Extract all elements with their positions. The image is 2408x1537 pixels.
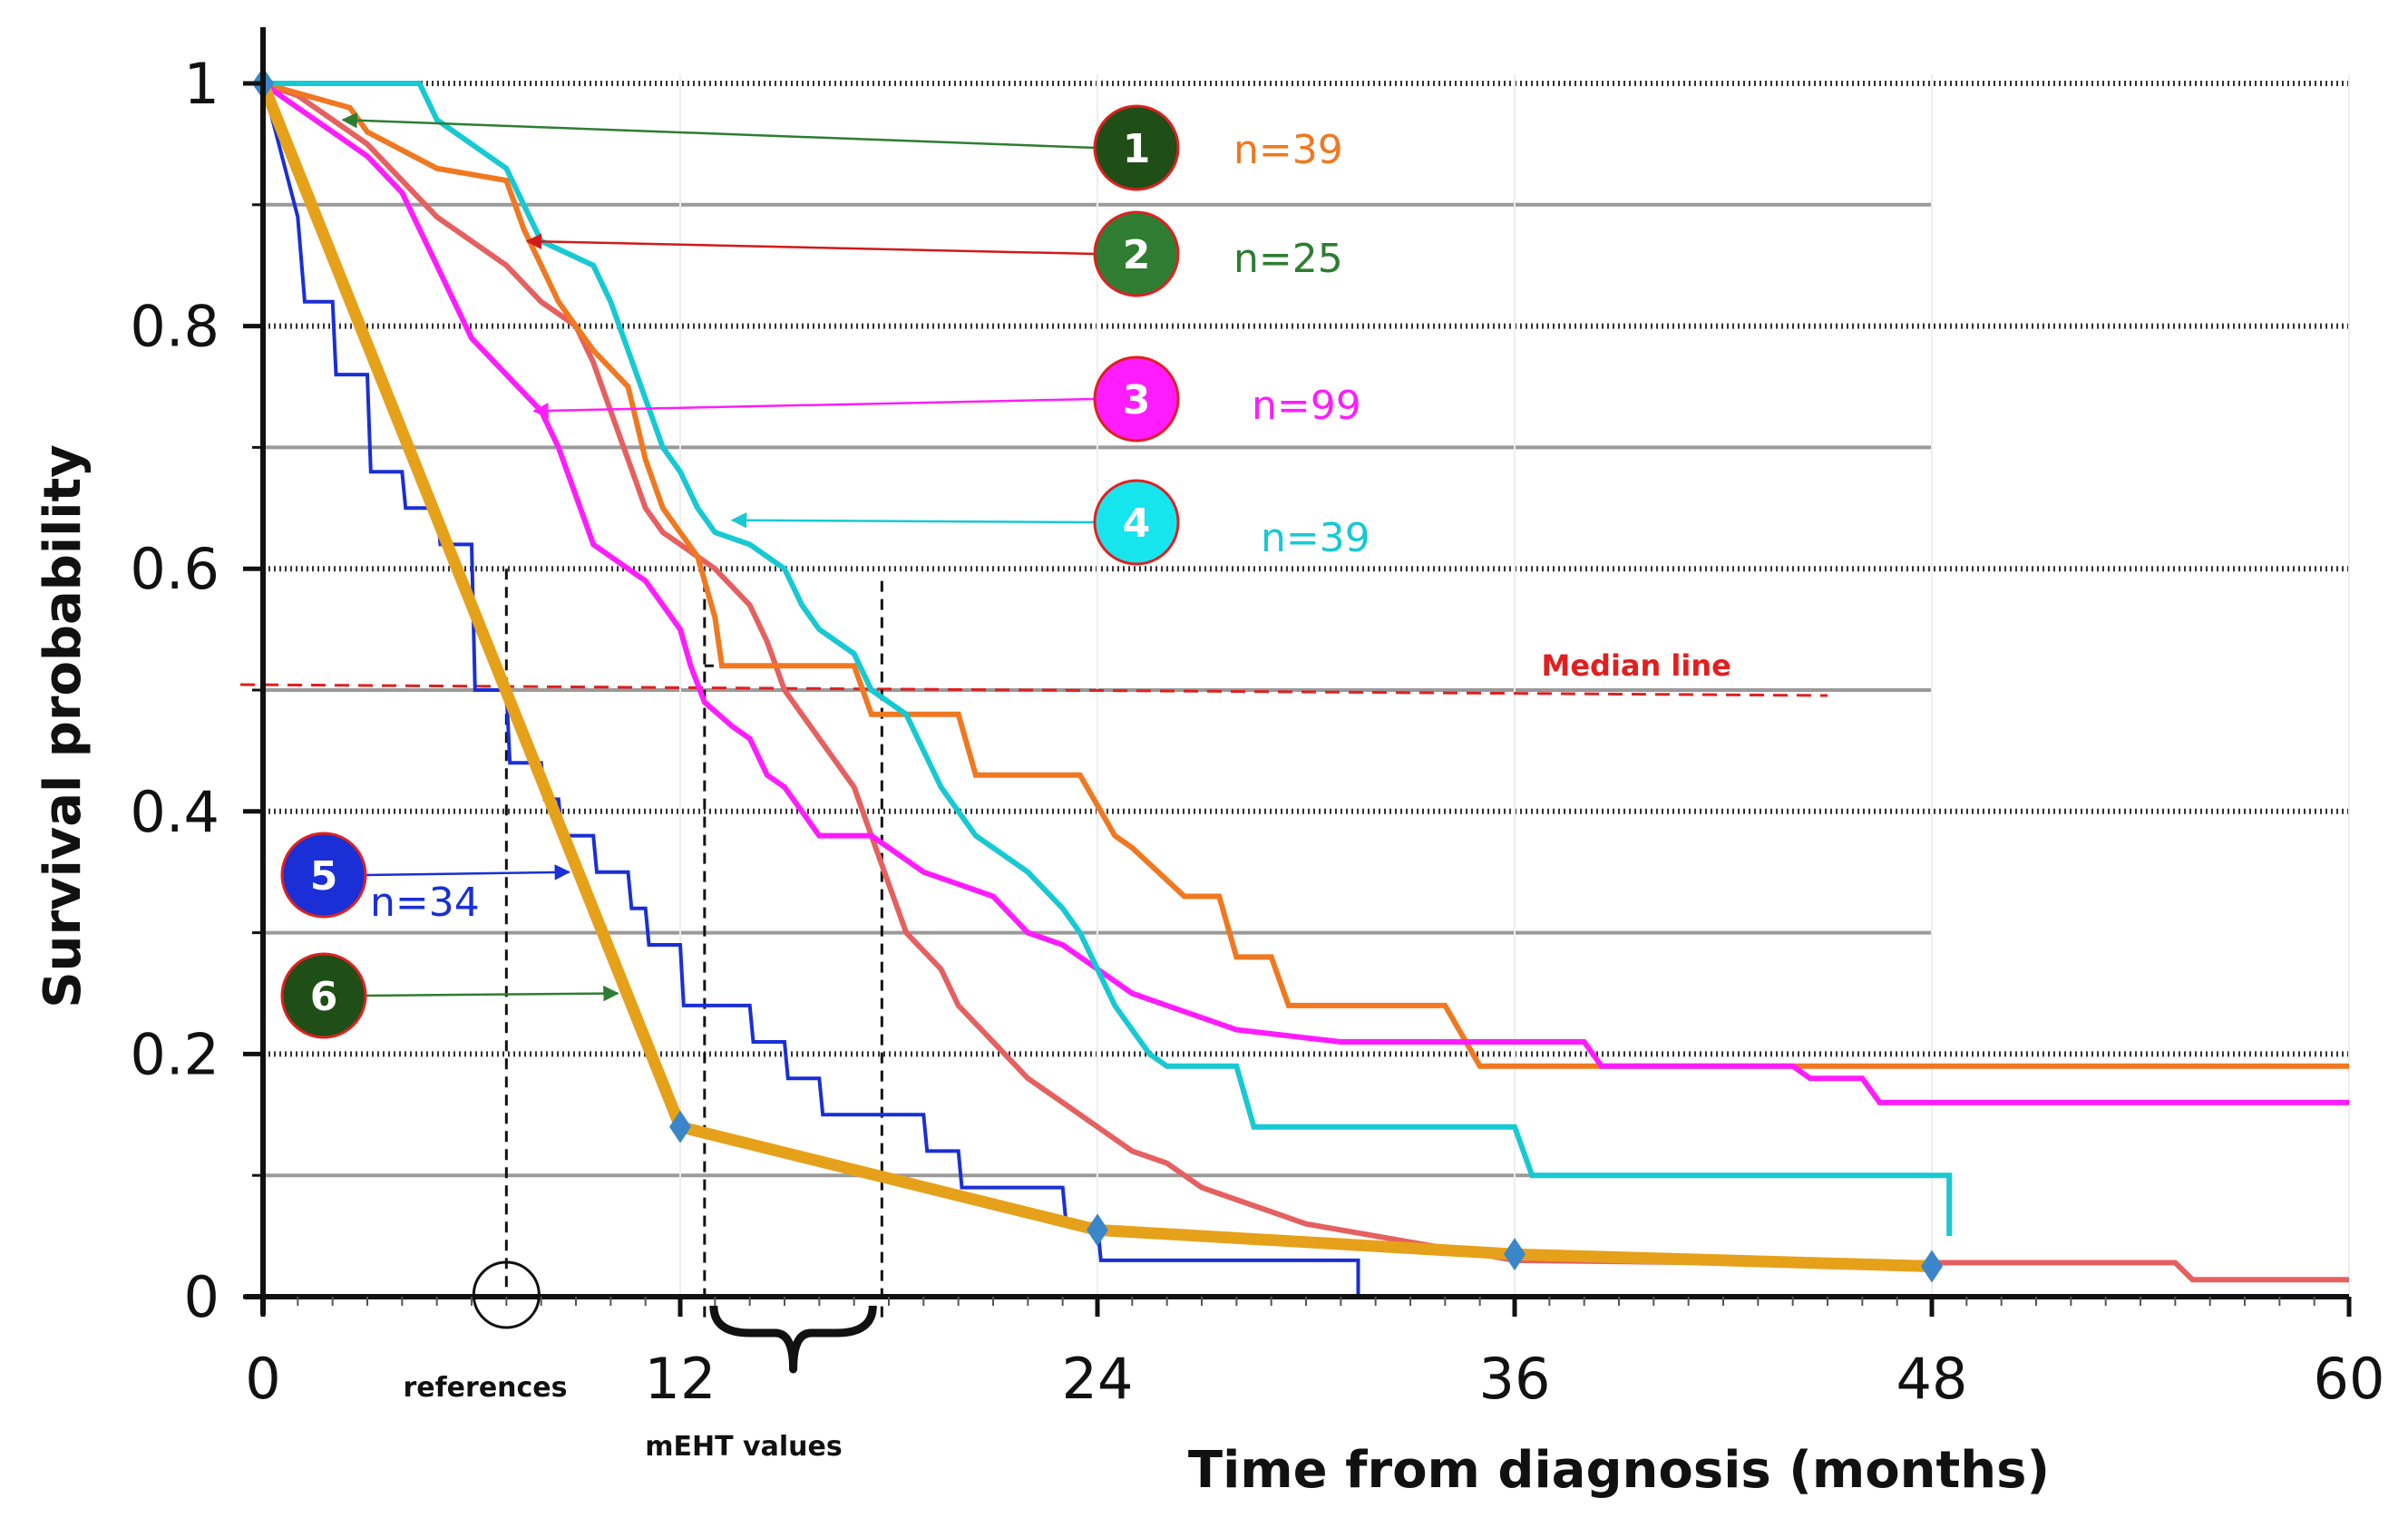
series-badges: 1 n=39 2 n=25 3 n=99 4 n=39 5 n=34 6 — [280, 104, 1370, 1039]
series-6-marker — [1087, 1213, 1108, 1247]
badge-n-label-3: n=99 — [1252, 383, 1361, 429]
badge-arrow-6 — [365, 985, 619, 1002]
y-tick-label: 0.6 — [130, 536, 219, 602]
badge-n-label-2: n=25 — [1233, 236, 1343, 282]
y-tick-label: 1 — [184, 51, 219, 117]
badge-arrow-5 — [365, 864, 571, 880]
y-tick-label: 0.4 — [130, 779, 219, 845]
badge-n-label-4: n=39 — [1261, 515, 1370, 561]
badge-circle-2 — [1093, 210, 1180, 297]
x-tick-label: 36 — [1479, 1346, 1551, 1412]
badge-number-5: 5 — [310, 853, 338, 900]
series-6-marker — [669, 1110, 691, 1143]
series-line-3 — [261, 81, 2349, 1105]
badge-circle-4 — [1093, 479, 1180, 566]
badge-circle-3 — [1093, 355, 1180, 443]
badge-circle-5 — [280, 832, 367, 919]
x-tick-label: 48 — [1896, 1346, 1968, 1412]
series-6-marker — [1504, 1238, 1526, 1271]
badge-arrow-2 — [525, 233, 1096, 256]
badge-number-2: 2 — [1123, 232, 1151, 278]
meht-values-label: mEHT values — [645, 1431, 842, 1463]
meht-range-brace — [709, 1305, 877, 1374]
axes — [245, 27, 2349, 1315]
x-axis-title: Time from diagnosis (months) — [1188, 1441, 2050, 1500]
y-tick-label: 0.8 — [130, 294, 219, 360]
badge-number-4: 4 — [1123, 501, 1151, 547]
badge-circle-1 — [1093, 104, 1180, 191]
x-tick-label: 0 — [245, 1346, 280, 1412]
median-line-label: Median line — [1541, 648, 1730, 683]
series-line-1 — [262, 81, 2349, 1069]
series-6-marker — [1921, 1250, 1943, 1283]
badge-arrow-3 — [532, 397, 1096, 419]
y-tick-label: 0.2 — [130, 1021, 219, 1087]
x-tick-label: 60 — [2314, 1346, 2385, 1412]
badge-circle-6 — [280, 952, 367, 1039]
badge-number-6: 6 — [310, 974, 338, 1020]
series-line-5 — [261, 83, 1360, 1297]
series-line-4 — [263, 81, 1953, 1237]
badge-number-1: 1 — [1123, 126, 1151, 172]
badge-n-label-5: n=34 — [370, 880, 480, 926]
references-label: references — [403, 1372, 567, 1404]
y-tick-label: 0 — [184, 1264, 219, 1330]
x-tick-label: 12 — [645, 1346, 717, 1412]
badge-n-label-1: n=39 — [1233, 127, 1343, 173]
x-tick-label: 24 — [1062, 1346, 1134, 1412]
badge-number-3: 3 — [1123, 377, 1151, 423]
y-axis-title: Survival probability — [34, 444, 93, 1008]
badge-arrow-4 — [730, 512, 1096, 529]
badge-arrow-1 — [341, 112, 1096, 150]
